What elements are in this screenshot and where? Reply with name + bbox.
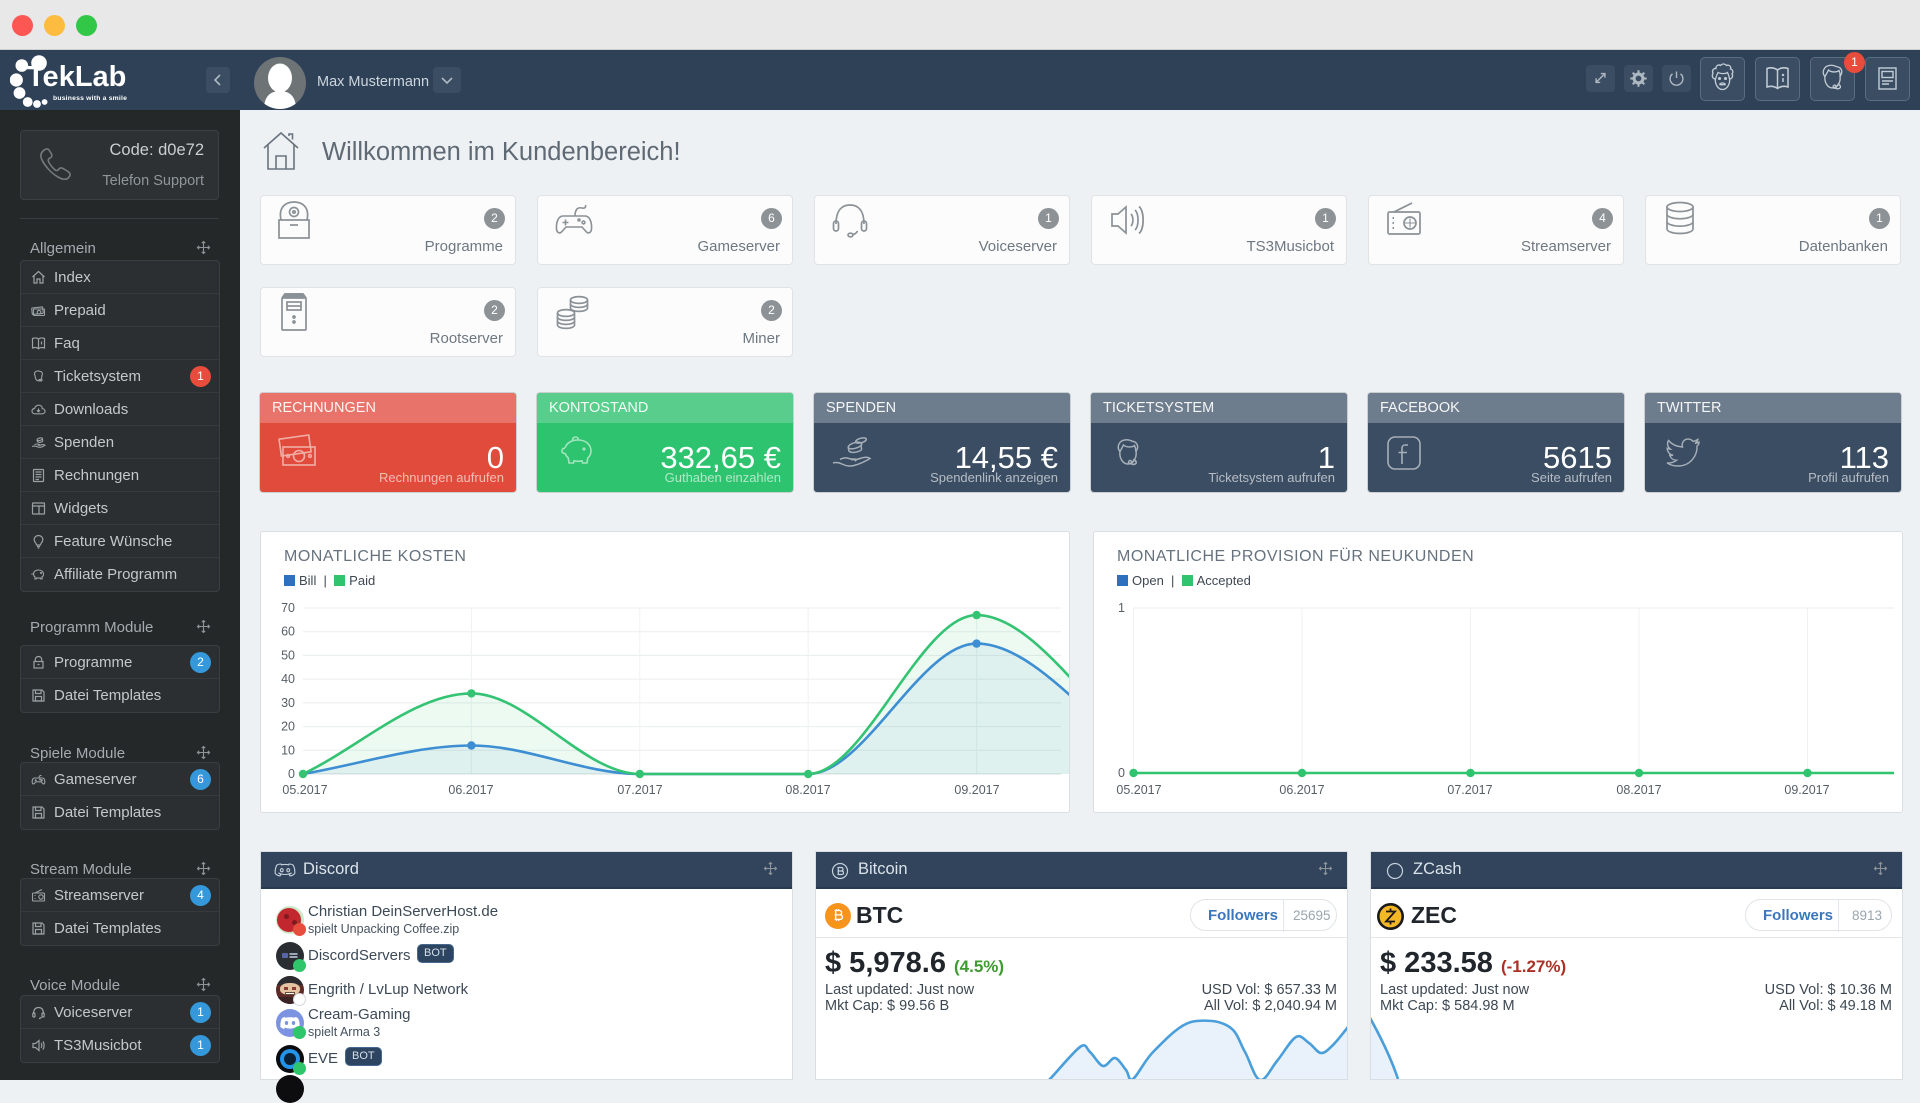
svg-text:1: 1: [1118, 601, 1125, 615]
svg-text:08.2017: 08.2017: [785, 783, 830, 797]
svg-text:05.2017: 05.2017: [282, 783, 327, 797]
svg-text:06.2017: 06.2017: [1279, 783, 1324, 797]
svg-text:30: 30: [281, 696, 295, 710]
svg-text:05.2017: 05.2017: [1116, 783, 1161, 797]
svg-text:50: 50: [281, 648, 295, 662]
svg-text:07.2017: 07.2017: [1447, 783, 1492, 797]
svg-text:09.2017: 09.2017: [954, 783, 999, 797]
svg-text:40: 40: [281, 672, 295, 686]
svg-text:08.2017: 08.2017: [1616, 783, 1661, 797]
svg-text:0: 0: [288, 767, 295, 781]
svg-text:70: 70: [281, 601, 295, 615]
svg-text:60: 60: [281, 625, 295, 639]
svg-text:20: 20: [281, 720, 295, 734]
svg-text:07.2017: 07.2017: [617, 783, 662, 797]
svg-text:0: 0: [1118, 766, 1125, 780]
svg-text:06.2017: 06.2017: [448, 783, 493, 797]
svg-text:09.2017: 09.2017: [1784, 783, 1829, 797]
svg-text:10: 10: [281, 743, 295, 757]
